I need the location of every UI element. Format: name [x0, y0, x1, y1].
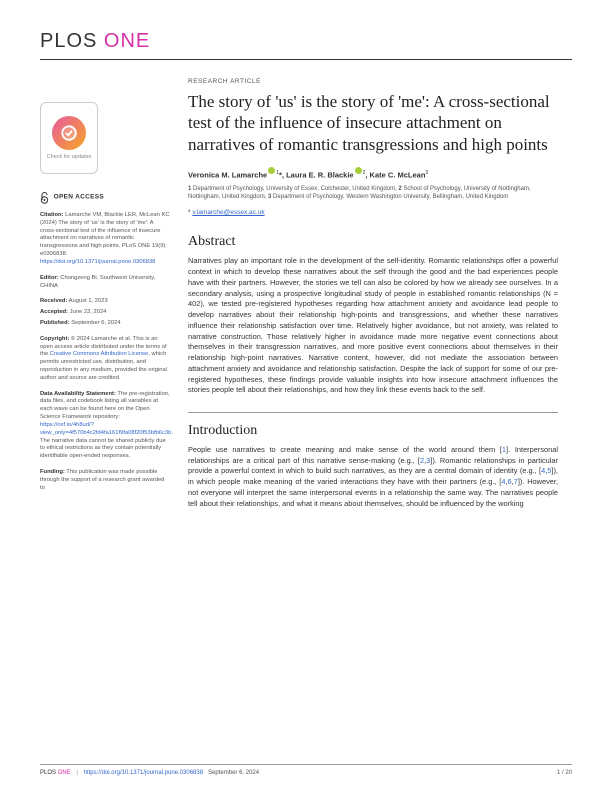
cc-license-link[interactable]: Creative Commons Attribution License	[50, 351, 149, 357]
check-updates-badge[interactable]: Check for updates	[40, 102, 98, 174]
citation-block: Citation: Lamarche VM, Blackie LER, McLe…	[40, 212, 170, 267]
orcid-icon[interactable]	[268, 167, 275, 174]
accepted-label: Accepted:	[40, 309, 68, 315]
page-footer: PLOS ONE | https://doi.org/10.1371/journ…	[40, 764, 572, 776]
corresponding-email[interactable]: v.lamarche@essex.ac.uk	[188, 209, 558, 216]
footer-journal-plos: PLOS	[40, 770, 58, 776]
ref-link[interactable]: 1	[502, 445, 506, 454]
data-availability-block: Data Availability Statement: The pre-reg…	[40, 391, 170, 461]
funding-block: Funding: This publication was made possi…	[40, 469, 170, 492]
ref-link[interactable]: 4	[501, 477, 505, 486]
main-column: RESEARCH ARTICLE The story of 'us' is th…	[188, 78, 558, 509]
article-type: RESEARCH ARTICLE	[188, 78, 558, 85]
citation-doi-link[interactable]: https://doi.org/10.1371/journal.pone.030…	[40, 259, 155, 265]
open-access-row: OPEN ACCESS	[40, 192, 170, 204]
ref-link[interactable]: 6	[508, 477, 512, 486]
open-access-label: OPEN ACCESS	[54, 194, 104, 201]
journal-name: PLOS ONE	[40, 30, 150, 52]
footer-doi-link[interactable]: https://doi.org/10.1371/journal.pone.030…	[84, 770, 203, 776]
editor-block: Editor: Chongzeng Bi, Southwest Universi…	[40, 275, 170, 291]
editor-label: Editor:	[40, 275, 59, 281]
journal-plos: PLOS	[40, 30, 97, 52]
copyright-block: Copyright: © 2024 Lamarche et al. This i…	[40, 336, 170, 383]
citation-text: Lamarche VM, Blackie LER, McLean KC (202…	[40, 212, 170, 257]
copyright-label: Copyright:	[40, 336, 69, 342]
abstract-heading: Abstract	[188, 234, 558, 250]
published-label: Published:	[40, 320, 70, 326]
published-date: September 6, 2024	[70, 320, 121, 326]
ref-link[interactable]: 3	[426, 456, 430, 465]
ref-link[interactable]: 2	[420, 456, 424, 465]
open-access-icon	[40, 192, 49, 204]
page-header: PLOS ONE	[40, 30, 572, 60]
dates-block: Received: August 1, 2023 Accepted: June …	[40, 298, 170, 327]
citation-label: Citation:	[40, 212, 64, 218]
received-label: Received:	[40, 298, 67, 304]
orcid-icon[interactable]	[355, 167, 362, 174]
ref-link[interactable]: 7	[514, 477, 518, 486]
footer-date: September 6, 2024	[208, 770, 259, 776]
check-updates-label: Check for updates	[47, 154, 92, 160]
footer-left: PLOS ONE | https://doi.org/10.1371/journ…	[40, 770, 259, 776]
ref-link[interactable]: 4	[541, 466, 545, 475]
intro-text: People use narratives to create meaning …	[188, 445, 558, 509]
footer-journal-one: ONE	[58, 770, 71, 776]
article-title: The story of 'us' is the story of 'me': …	[188, 91, 558, 155]
osf-link[interactable]: https://osf.io/4h8ud/?view_only=4f570b4c…	[40, 422, 171, 436]
author-list: Veronica M. Lamarche1*, Laura E. R. Blac…	[188, 167, 558, 180]
funding-label: Funding:	[40, 469, 65, 475]
check-icon	[52, 116, 86, 150]
section-divider	[188, 412, 558, 413]
data-label: Data Availability Statement:	[40, 391, 116, 397]
footer-page-number: 1 / 20	[557, 770, 572, 776]
affiliations: 1 Department of Psychology, University o…	[188, 185, 558, 201]
intro-heading: Introduction	[188, 423, 558, 439]
abstract-text: Narratives play an important role in the…	[188, 256, 558, 396]
accepted-date: June 23, 2024	[68, 309, 106, 315]
journal-one: ONE	[104, 30, 150, 52]
sidebar: Check for updates OPEN ACCESS Citation: …	[40, 78, 170, 509]
received-date: August 1, 2023	[67, 298, 107, 304]
ref-link[interactable]: 5	[547, 466, 551, 475]
